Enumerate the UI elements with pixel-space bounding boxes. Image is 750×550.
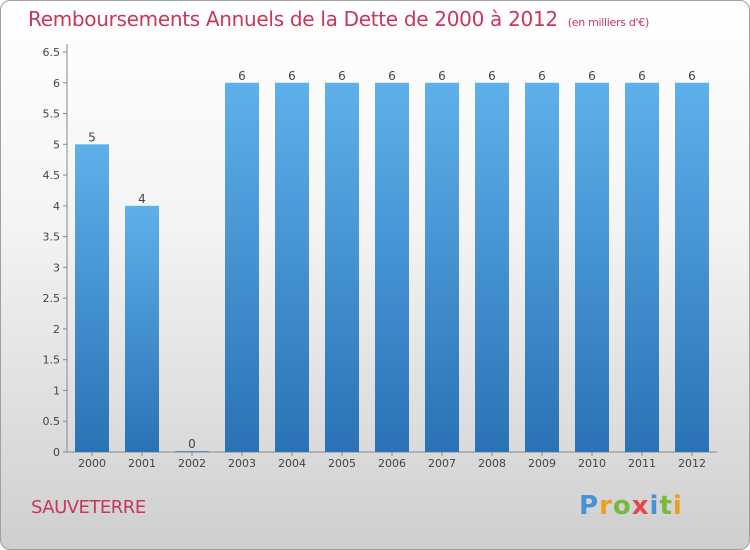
bar-2005[interactable] — [325, 82, 359, 453]
value-label: 4 — [138, 192, 146, 206]
logo-letter: i — [672, 491, 683, 521]
value-label: 6 — [338, 69, 346, 83]
x-tick-label: 2011 — [628, 457, 656, 470]
bar-2007[interactable] — [425, 82, 459, 453]
unit-label: (en milliers d'€) — [567, 16, 649, 29]
x-tick-label: 2002 — [178, 457, 206, 470]
bar-2012[interactable] — [675, 82, 709, 453]
x-tick-label: 2008 — [478, 457, 506, 470]
bar-2006[interactable] — [375, 82, 409, 453]
value-label: 0 — [188, 437, 196, 451]
y-tick-label: 4.5 — [43, 169, 61, 182]
value-label: 6 — [388, 69, 396, 83]
x-tick-label: 2001 — [128, 457, 156, 470]
y-tick-label: 1.5 — [43, 354, 61, 367]
axis-layer: 0 0.5 1 1.5 2 2.5 3 3.5 4 4.5 5 5.5 6 6.5 — [43, 44, 717, 459]
logo-letter: P — [579, 491, 600, 521]
y-tick-label: 3.5 — [43, 231, 61, 244]
bar-2010[interactable] — [575, 82, 609, 453]
y-tick-label: 5.5 — [43, 108, 61, 121]
value-label: 6 — [688, 69, 696, 83]
bar-2009[interactable] — [525, 82, 559, 453]
bar-2001[interactable] — [125, 205, 159, 452]
bar-2011[interactable] — [625, 82, 659, 453]
proxiti-logo[interactable]: Proxiti — [579, 491, 683, 521]
label-layer: 2000 5 2001 4 2002 0 2003 6 2004 6 2005 6 2006 6 2007 6… — [78, 69, 706, 470]
y-tick-label: 0.5 — [43, 415, 61, 428]
value-label: 6 — [638, 69, 646, 83]
logo-letter: t — [659, 491, 673, 521]
x-tick-label: 2005 — [328, 457, 356, 470]
value-label: 6 — [288, 69, 296, 83]
x-tick-label: 2010 — [578, 457, 606, 470]
bar-2000[interactable] — [75, 144, 109, 453]
x-tick-label: 2004 — [278, 457, 306, 470]
x-tick-label: 2012 — [678, 457, 706, 470]
y-tick-label: 6 — [53, 77, 60, 90]
value-label: 6 — [238, 69, 246, 83]
commune-name: SAUVETERRE — [31, 497, 146, 518]
value-label: 6 — [588, 69, 596, 83]
bar-layer — [75, 82, 709, 453]
logo-letter: r — [599, 491, 613, 521]
bar-2002[interactable] — [175, 451, 209, 452]
x-tick-label: 2006 — [378, 457, 406, 470]
logo-letter: i — [649, 491, 660, 521]
y-tick-label: 2 — [53, 323, 60, 336]
y-tick-label: 3 — [53, 261, 60, 274]
y-tick-label: 4 — [53, 200, 60, 213]
x-tick-label: 2009 — [528, 457, 556, 470]
y-tick-label: 0 — [53, 446, 60, 459]
bar-2004[interactable] — [275, 82, 309, 453]
bar-2008[interactable] — [475, 82, 509, 453]
y-tick-label: 1 — [53, 384, 60, 397]
value-label: 6 — [438, 69, 446, 83]
value-label: 6 — [538, 69, 546, 83]
logo-letter: x — [631, 491, 650, 521]
y-tick-label: 5 — [53, 138, 60, 151]
logo-letter: o — [612, 491, 632, 521]
x-tick-label: 2007 — [428, 457, 456, 470]
value-label: 5 — [88, 130, 96, 144]
x-tick-label: 2000 — [78, 457, 106, 470]
chart-title: Remboursements Annuels de la Dette de 20… — [28, 7, 649, 31]
value-label: 6 — [488, 69, 496, 83]
title-text: Remboursements Annuels de la Dette de 20… — [28, 7, 558, 31]
y-tick-label: 6.5 — [43, 46, 61, 59]
bar-2003[interactable] — [225, 82, 259, 453]
y-tick-label: 2.5 — [43, 292, 61, 305]
x-tick-label: 2003 — [228, 457, 256, 470]
